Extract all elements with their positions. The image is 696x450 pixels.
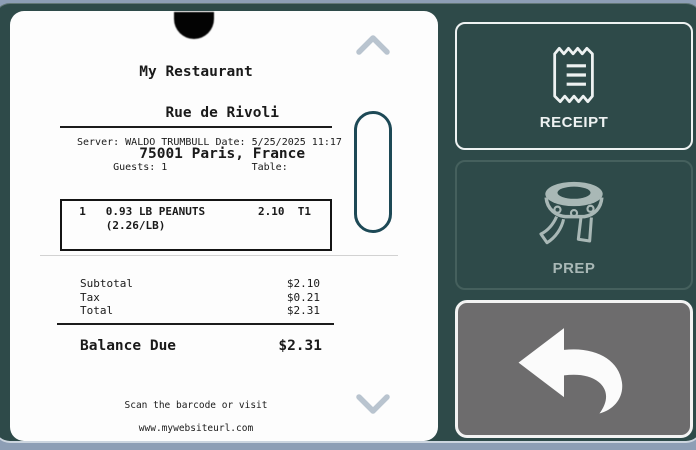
receipt-header: My Restaurant Rue de Rivoli 75001 Paris,…	[10, 62, 382, 185]
restaurant-city: 75001 Paris, France	[139, 146, 306, 162]
totals-section: Subtotal $2.10 Tax $0.21 Total $2.31	[80, 277, 320, 318]
back-arrow-icon	[518, 328, 623, 414]
total-label: Total	[80, 304, 114, 317]
back-button[interactable]	[455, 300, 693, 438]
balance-divider	[57, 323, 334, 325]
subtotal-label: Subtotal	[80, 277, 133, 290]
receipt-button[interactable]: RECEIPT	[455, 22, 693, 150]
scroll-down-button[interactable]	[355, 392, 391, 416]
tax-row: Tax $0.21	[80, 291, 320, 305]
order-item-text: 1 0.93 LB PEANUTS 2.10 T1 (2.26/LB)	[66, 205, 330, 233]
receipt-button-label: RECEIPT	[539, 113, 609, 131]
receipt-preview-panel: My Restaurant Rue de Rivoli 75001 Paris,…	[10, 11, 438, 441]
tax-label: Tax	[80, 290, 100, 304]
subtotal-row: Subtotal $2.10	[80, 277, 320, 291]
server-line: Server: WALDO TRUMBULL Date: 5/25/2025 1…	[77, 137, 342, 148]
total-value: $2.31	[286, 304, 320, 317]
item-line-2: (2.26/LB)	[66, 219, 166, 232]
balance-due-value: $2.31	[278, 338, 322, 354]
item-line-1: 1 0.93 LB PEANUTS 2.10 T1	[66, 205, 312, 218]
header-divider	[60, 126, 332, 128]
restaurant-name: My Restaurant	[139, 64, 253, 80]
tax-value: $0.21	[286, 290, 320, 304]
total-row: Total $2.31	[80, 304, 320, 318]
chevron-up-icon	[356, 35, 390, 55]
section-divider	[40, 255, 398, 256]
restaurant-street: Rue de Rivoli	[165, 105, 279, 121]
receipt-icon	[553, 46, 594, 103]
order-item-box: 1 0.93 LB PEANUTS 2.10 T1 (2.26/LB)	[60, 199, 332, 251]
server-info: Server: WALDO TRUMBULL Date: 5/25/2025 1…	[77, 137, 342, 187]
scroll-up-button[interactable]	[355, 33, 391, 57]
scrollbar-thumb[interactable]	[354, 111, 392, 233]
subtotal-value: $2.10	[286, 277, 320, 290]
receipt-footer-line1: Scan the barcode or visit	[124, 400, 268, 411]
prep-button-label: PREP	[552, 259, 596, 277]
balance-due-row: Balance Due $2.31	[80, 338, 322, 354]
receipt-footer-url: www.mywebsiteurl.com	[138, 423, 254, 434]
receipt-punch-hole	[174, 12, 214, 39]
guests-line: Guests: 1 Table:	[113, 162, 288, 173]
prep-pot-icon	[539, 181, 604, 244]
chevron-down-icon	[356, 394, 390, 414]
balance-due-label: Balance Due	[80, 338, 177, 354]
prep-button[interactable]: PREP	[455, 160, 693, 290]
